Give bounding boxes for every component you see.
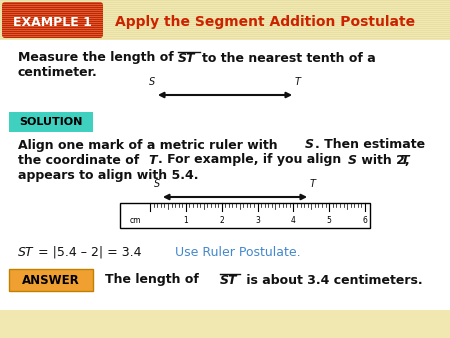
Text: T: T [148,153,157,167]
Text: S: S [154,179,160,189]
Text: centimeter.: centimeter. [18,67,98,79]
Text: . Then estimate: . Then estimate [315,139,425,151]
Text: 5: 5 [327,216,332,225]
Text: 1: 1 [184,216,188,225]
Text: ANSWER: ANSWER [22,273,80,287]
FancyBboxPatch shape [120,203,370,228]
Text: T: T [400,153,409,167]
FancyBboxPatch shape [0,0,450,40]
Text: EXAMPLE 1: EXAMPLE 1 [13,16,91,28]
Text: ST: ST [18,245,33,259]
Text: ST: ST [220,273,238,287]
Text: T: T [295,77,301,87]
Text: SOLUTION: SOLUTION [19,117,83,127]
FancyBboxPatch shape [0,310,450,338]
Text: = |5.4 – 2| = 3.4: = |5.4 – 2| = 3.4 [34,245,141,259]
Text: Measure the length of: Measure the length of [18,51,178,65]
Text: is about 3.4 centimeters.: is about 3.4 centimeters. [242,273,423,287]
Text: appears to align with 5.4.: appears to align with 5.4. [18,169,198,182]
Text: . For example, if you align: . For example, if you align [158,153,346,167]
Text: cm: cm [129,216,141,225]
FancyBboxPatch shape [9,269,93,291]
Text: The length of: The length of [105,273,203,287]
Text: 4: 4 [291,216,296,225]
Text: 3: 3 [255,216,260,225]
Text: Use Ruler Postulate.: Use Ruler Postulate. [175,245,301,259]
Text: S: S [149,77,155,87]
Text: Apply the Segment Addition Postulate: Apply the Segment Addition Postulate [115,15,415,29]
Text: 6: 6 [363,216,368,225]
FancyBboxPatch shape [0,40,450,338]
Text: Align one mark of a metric ruler with: Align one mark of a metric ruler with [18,139,282,151]
Text: S: S [348,153,357,167]
Text: to the nearest tenth of a: to the nearest tenth of a [202,51,376,65]
Text: 2: 2 [219,216,224,225]
Text: T: T [310,179,316,189]
Text: S: S [305,139,314,151]
Text: the coordinate of: the coordinate of [18,153,144,167]
Text: ST: ST [178,51,195,65]
Text: with 2,: with 2, [357,153,410,167]
FancyBboxPatch shape [9,112,93,132]
FancyBboxPatch shape [2,2,103,38]
